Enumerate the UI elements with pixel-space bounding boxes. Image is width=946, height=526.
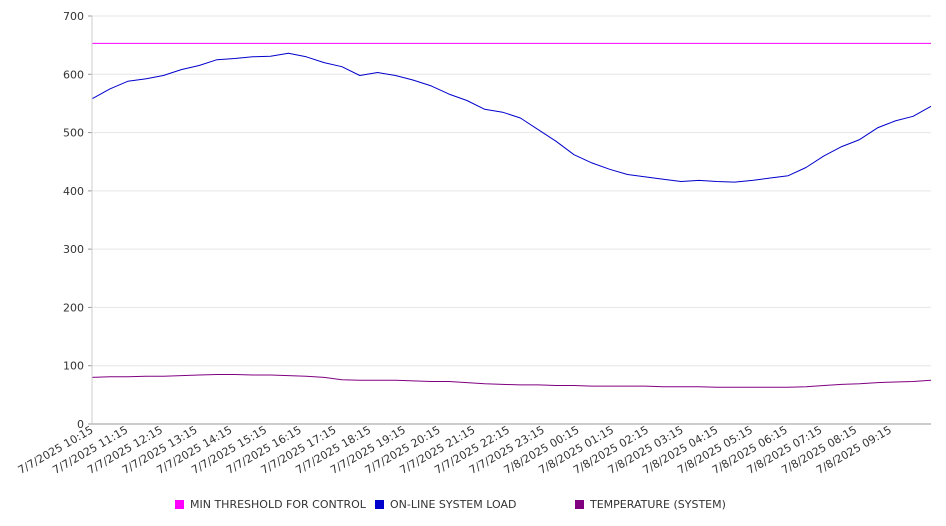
y-axis-ticks: 0 100 200 300 400 500 600 700	[63, 10, 92, 431]
x-axis-ticks: 7/7/2025 10:157/7/2025 11:157/7/2025 12:…	[16, 423, 894, 477]
legend-item-load: ON-LINE SYSTEM LOAD	[375, 498, 516, 511]
y-tick-label-400: 400	[63, 185, 84, 198]
y-tick-label-700: 700	[63, 10, 84, 23]
line-chart: 0 100 200 300 400 500 600 700 7/7/2025 10:157/7…	[16, 10, 932, 477]
legend-label-load: ON-LINE SYSTEM LOAD	[390, 498, 517, 511]
y-tick-label-500: 500	[63, 127, 84, 140]
y-gridlines	[92, 15, 931, 367]
legend-item-threshold: MIN THRESHOLD FOR CONTROL	[175, 498, 366, 511]
y-tick-label-300: 300	[63, 243, 84, 256]
y-tick-label-200: 200	[63, 301, 84, 314]
series-line-load	[91, 52, 932, 183]
series-lines	[91, 42, 932, 388]
legend-label-temperature: TEMPERATURE (SYSTEM)	[590, 498, 726, 511]
y-tick-label-100: 100	[63, 360, 84, 373]
y-tick-label-600: 600	[63, 68, 84, 81]
legend-item-temperature: TEMPERATURE (SYSTEM)	[575, 498, 726, 511]
legend-swatch-temperature	[575, 500, 584, 509]
series-line-temperature	[91, 374, 932, 388]
legend-label-threshold: MIN THRESHOLD FOR CONTROL	[190, 498, 366, 511]
legend-swatch-threshold	[175, 500, 184, 509]
legend-swatch-load	[375, 500, 384, 509]
y-tick-label-0: 0	[77, 418, 84, 431]
legend: MIN THRESHOLD FOR CONTROL ON-LINE SYSTEM…	[0, 498, 946, 516]
